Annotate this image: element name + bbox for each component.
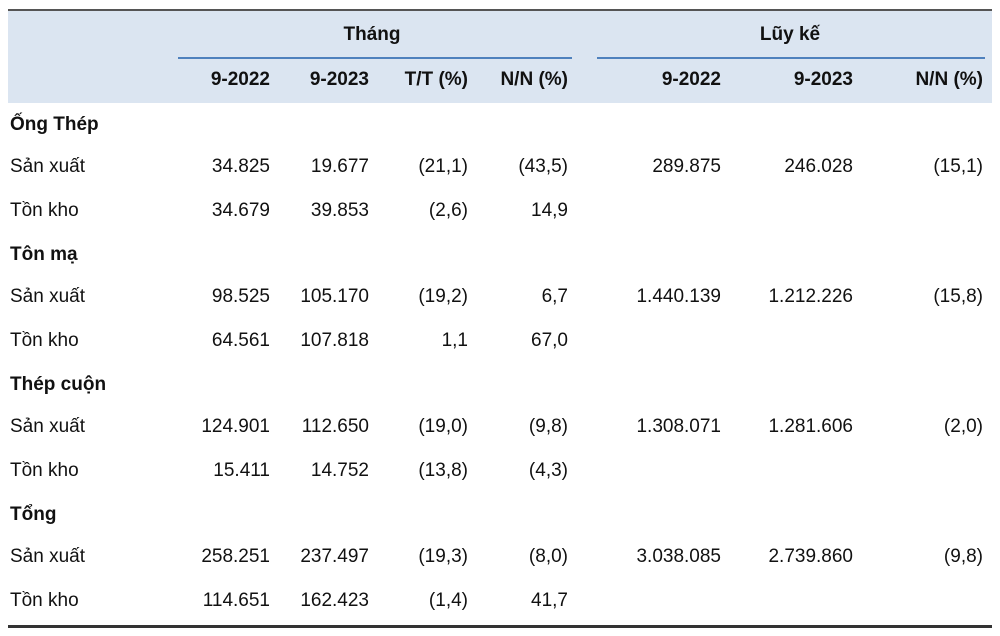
column-header: T/T (%) xyxy=(404,69,468,90)
cell: 112.650 xyxy=(301,416,369,437)
cell: 39.853 xyxy=(310,200,369,221)
cell: (1,4) xyxy=(428,590,468,611)
cell: 258.251 xyxy=(201,546,270,567)
top-rule xyxy=(8,9,992,11)
column-header: N/N (%) xyxy=(500,69,568,90)
row-label: Tồn kho xyxy=(10,330,79,351)
cell: 14.752 xyxy=(310,460,369,481)
cell: 15.411 xyxy=(213,460,270,481)
row-label: Sản xuất xyxy=(10,546,85,567)
group-rule xyxy=(178,57,572,59)
group-title: Tổng xyxy=(10,504,57,525)
cell: 289.875 xyxy=(652,156,721,177)
column-header: 9-2023 xyxy=(793,69,853,90)
cell: 1.308.071 xyxy=(636,416,721,437)
cell: 41,7 xyxy=(531,590,568,611)
group-title: Ống Thép xyxy=(10,114,99,135)
cell: (2,6) xyxy=(428,200,468,221)
cell: (19,0) xyxy=(418,416,468,437)
row-label: Tồn kho xyxy=(10,590,79,611)
cell: (4,3) xyxy=(528,460,568,481)
row-label: Sản xuất xyxy=(10,286,85,307)
cell: (9,8) xyxy=(943,546,983,567)
cell: 105.170 xyxy=(300,286,369,307)
cell: (2,0) xyxy=(943,416,983,437)
cell: 3.038.085 xyxy=(636,546,721,567)
cell: 1.440.139 xyxy=(636,286,721,307)
cell: 34.825 xyxy=(211,156,270,177)
cell: (21,1) xyxy=(418,156,468,177)
row-label: Tồn kho xyxy=(10,460,79,481)
group-rule xyxy=(597,57,985,59)
column-header: N/N (%) xyxy=(915,69,983,90)
cell: (19,2) xyxy=(418,286,468,307)
cell: 67,0 xyxy=(531,330,568,351)
group-title: Thép cuộn xyxy=(10,374,107,395)
cell: 64.561 xyxy=(211,330,270,351)
cell: 162.423 xyxy=(300,590,369,611)
cell: 2.739.860 xyxy=(768,546,853,567)
cell: 6,7 xyxy=(541,286,568,307)
bottom-rule xyxy=(8,625,992,628)
column-header: 9-2023 xyxy=(309,69,369,90)
cell: 1.281.606 xyxy=(768,416,853,437)
column-header: 9-2022 xyxy=(210,69,270,90)
cell: 124.901 xyxy=(201,416,270,437)
cell: 237.497 xyxy=(300,546,369,567)
row-label: Tồn kho xyxy=(10,200,79,221)
cell: (8,0) xyxy=(528,546,568,567)
group-header: Tháng xyxy=(343,24,401,45)
cell: (13,8) xyxy=(418,460,468,481)
cell: (15,1) xyxy=(933,156,983,177)
cell: 114.651 xyxy=(202,590,270,611)
cell: 14,9 xyxy=(531,200,568,221)
cell: 1,1 xyxy=(441,330,468,351)
cell: 34.679 xyxy=(211,200,270,221)
cell: 1.212.226 xyxy=(768,286,853,307)
column-header: 9-2022 xyxy=(661,69,721,90)
cell: (9,8) xyxy=(528,416,568,437)
cell: (19,3) xyxy=(418,546,468,567)
row-label: Sản xuất xyxy=(10,156,85,177)
cell: 98.525 xyxy=(211,286,270,307)
cell: 107.818 xyxy=(300,330,369,351)
cell: 246.028 xyxy=(784,156,853,177)
header-band xyxy=(8,10,992,103)
group-title: Tôn mạ xyxy=(10,244,78,265)
row-label: Sản xuất xyxy=(10,416,85,437)
cell: (43,5) xyxy=(518,156,568,177)
group-header: Lũy kế xyxy=(759,24,821,45)
cell: 19.677 xyxy=(310,156,369,177)
cell: (15,8) xyxy=(933,286,983,307)
